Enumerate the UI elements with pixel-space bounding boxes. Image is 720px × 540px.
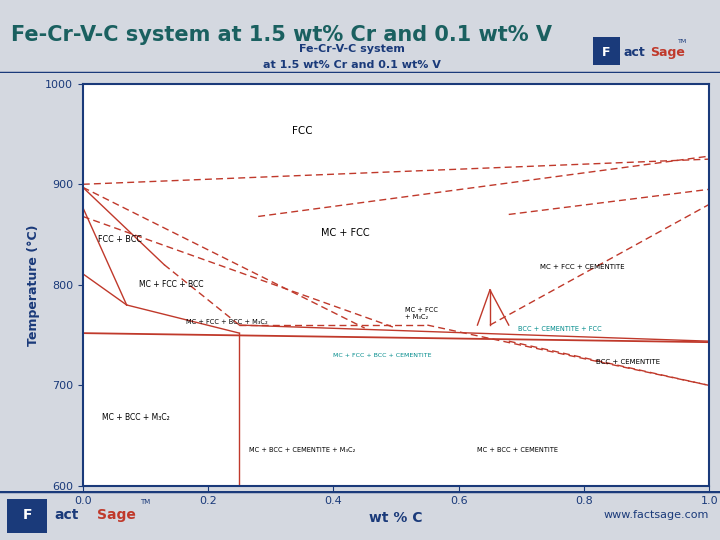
Text: MC + BCC + M₃C₂: MC + BCC + M₃C₂ <box>102 413 169 422</box>
Text: Sage: Sage <box>650 46 685 59</box>
Text: F: F <box>602 46 611 59</box>
Text: Sage: Sage <box>97 508 136 522</box>
Text: www.factsage.com: www.factsage.com <box>604 510 709 519</box>
Text: MC + FCC
+ M₃C₂: MC + FCC + M₃C₂ <box>405 307 438 320</box>
Text: BCC + CEMENTITE + FCC: BCC + CEMENTITE + FCC <box>518 326 602 332</box>
X-axis label: wt % C: wt % C <box>369 511 423 525</box>
Text: FCC: FCC <box>292 126 312 136</box>
Text: Fe-Cr-V-C system: Fe-Cr-V-C system <box>300 44 405 54</box>
Text: act: act <box>54 508 78 522</box>
Y-axis label: Temperature (°C): Temperature (°C) <box>27 224 40 346</box>
Text: BCC + CEMENTITE: BCC + CEMENTITE <box>596 359 660 365</box>
Text: Fe-Cr-V-C system at 1.5 wt% Cr and 0.1 wt% V: Fe-Cr-V-C system at 1.5 wt% Cr and 0.1 w… <box>11 25 552 45</box>
Text: TM: TM <box>678 39 687 44</box>
Text: F: F <box>22 508 32 522</box>
Text: MC + BCC + CEMENTITE: MC + BCC + CEMENTITE <box>477 447 559 453</box>
Text: MC + FCC + BCC + CEMENTITE: MC + FCC + BCC + CEMENTITE <box>333 353 432 358</box>
Text: act: act <box>624 46 646 59</box>
Text: MC + BCC + CEMENTITE + M₃C₂: MC + BCC + CEMENTITE + M₃C₂ <box>249 447 355 453</box>
Text: at 1.5 wt% Cr and 0.1 wt% V: at 1.5 wt% Cr and 0.1 wt% V <box>264 60 441 70</box>
Text: TM: TM <box>140 499 150 505</box>
Text: FCC + BCC: FCC + BCC <box>99 235 143 244</box>
Text: MC + FCC: MC + FCC <box>321 227 369 238</box>
Text: MC + FCC + BCC + M₃C₂: MC + FCC + BCC + M₃C₂ <box>186 319 268 325</box>
FancyBboxPatch shape <box>7 499 47 532</box>
Text: MC + FCC + BCC: MC + FCC + BCC <box>139 280 204 289</box>
Text: MC + FCC + CEMENTITE: MC + FCC + CEMENTITE <box>540 264 625 270</box>
